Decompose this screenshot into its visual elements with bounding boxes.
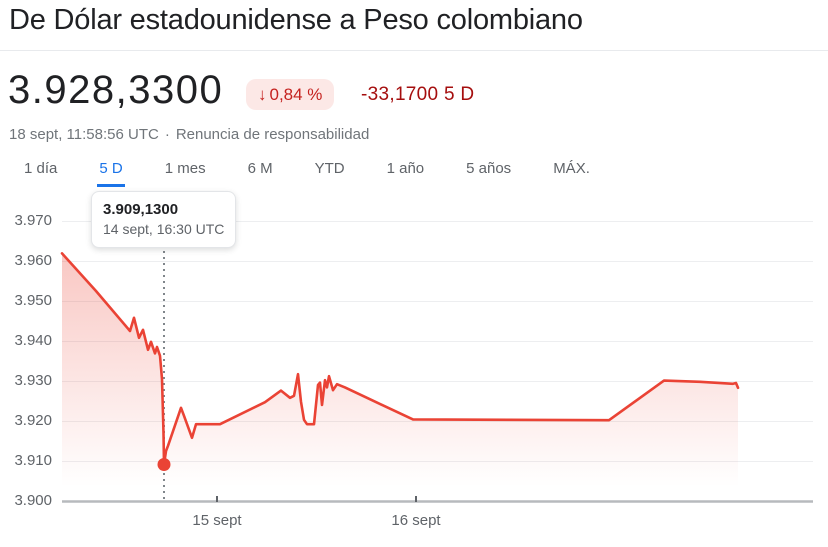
y-axis-label: 3.930 [14,372,52,389]
y-axis-label: 3.920 [14,412,52,429]
disclaimer-link[interactable]: Renuncia de responsabilidad [175,126,370,143]
chart-hover-area[interactable] [62,215,813,503]
meta-separator: · [164,126,170,143]
tab-ytd[interactable]: YTD [314,160,345,177]
tab-max[interactable]: MÁX. [553,160,590,177]
tooltip-price: 3.909,1300 [103,201,179,218]
y-axis-label: 3.940 [14,332,52,349]
header-divider [0,50,828,51]
percent-change-value: 0,84 % [269,84,323,104]
quote-timestamp: 18 sept, 11:58:56 UTC [9,126,159,143]
tooltip-time: 14 sept, 16:30 UTC [103,221,225,237]
tab-6m[interactable]: 6 M [247,160,273,177]
range-tabs: 1 día 5 D 1 mes 6 M YTD 1 año 5 años MÁX… [22,156,592,187]
quote-meta: 18 sept, 11:58:56 UTC · Renuncia de respon… [9,126,369,143]
y-axis-label: 3.910 [14,452,52,469]
y-axis-label: 3.950 [14,292,52,309]
absolute-change: -33,1700 5 D [361,84,475,105]
y-axis-label: 3.970 [14,212,52,229]
tab-1-mes[interactable]: 1 mes [164,160,206,177]
chart-tooltip: 3.909,1300 14 sept, 16:30 UTC [91,191,237,248]
tab-5-anos[interactable]: 5 años [466,160,512,177]
percent-change-badge: ↓ 0,84 % [246,79,335,110]
current-price: 3.928,3300 [8,68,224,112]
tab-1-ano[interactable]: 1 año [386,160,425,177]
tab-5d[interactable]: 5 D [97,156,125,187]
tab-1-dia[interactable]: 1 día [24,160,58,177]
x-axis-label: 16 sept [391,512,441,529]
y-axis-label: 3.960 [14,252,52,269]
page-title: De Dólar estadounidense a Peso colombian… [9,4,583,36]
x-axis-label: 15 sept [192,512,242,529]
y-axis-label: 3.900 [14,492,52,509]
down-arrow-icon: ↓ [258,84,267,104]
